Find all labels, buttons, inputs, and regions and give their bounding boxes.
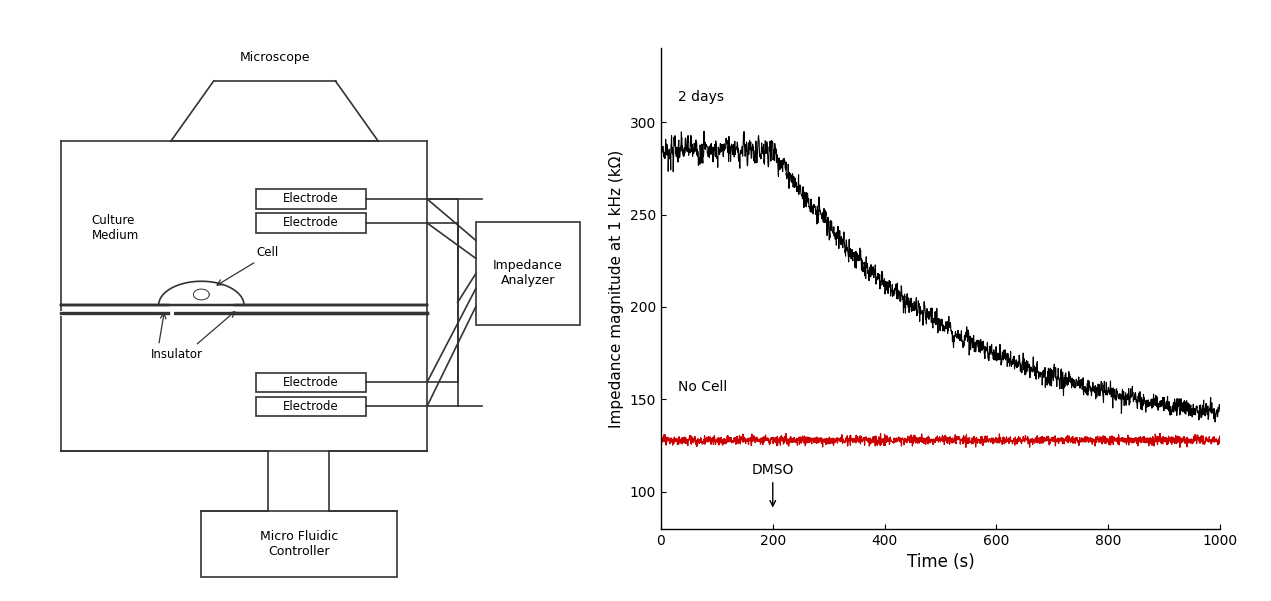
FancyBboxPatch shape <box>257 213 366 233</box>
X-axis label: Time (s): Time (s) <box>906 554 975 572</box>
Text: 2 days: 2 days <box>677 90 723 103</box>
Text: Culture
Medium: Culture Medium <box>92 215 139 242</box>
FancyBboxPatch shape <box>257 373 366 392</box>
FancyBboxPatch shape <box>257 189 366 209</box>
Text: Insulator: Insulator <box>151 348 203 361</box>
Text: Microscope: Microscope <box>239 50 310 64</box>
Text: Electrode: Electrode <box>283 216 339 230</box>
FancyBboxPatch shape <box>475 222 580 325</box>
FancyBboxPatch shape <box>201 511 397 577</box>
Text: DMSO: DMSO <box>751 463 794 506</box>
Text: Micro Fluidic
Controller: Micro Fluidic Controller <box>259 530 338 558</box>
Text: Electrode: Electrode <box>283 376 339 389</box>
FancyBboxPatch shape <box>257 397 366 416</box>
Text: Cell: Cell <box>257 246 278 259</box>
Text: No Cell: No Cell <box>677 380 727 394</box>
Text: Impedance
Analyzer: Impedance Analyzer <box>493 260 563 287</box>
Y-axis label: Impedance magnitude at 1 kHz (kΩ): Impedance magnitude at 1 kHz (kΩ) <box>609 150 624 427</box>
Text: Electrode: Electrode <box>283 400 339 413</box>
Text: Electrode: Electrode <box>283 192 339 206</box>
